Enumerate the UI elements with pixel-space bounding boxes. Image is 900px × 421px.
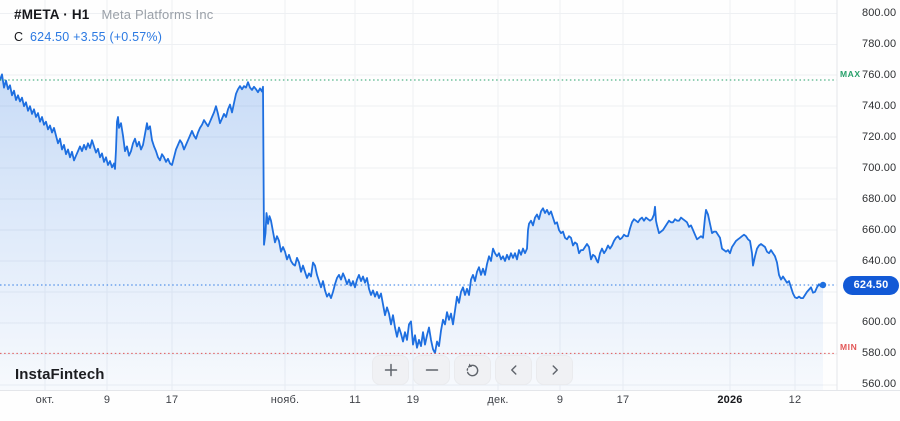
price-axis-label: 700.00	[862, 161, 897, 174]
max-level-label: MAX	[840, 69, 861, 80]
price-axis-label: 580.00	[862, 347, 897, 360]
time-axis-label: дек.	[487, 394, 509, 406]
brand-watermark: InstaFintech	[15, 366, 105, 383]
quote-price-change: 624.50 +3.55 (+0.57%)	[30, 29, 163, 44]
time-axis-label: 2026	[717, 394, 743, 406]
price-area-fill	[0, 74, 823, 391]
chevron-right-icon	[552, 365, 558, 375]
price-axis-label: 800.00	[862, 6, 897, 19]
price-axis-label: 680.00	[862, 192, 897, 205]
price-axis-label: 640.00	[862, 254, 897, 267]
price-line	[0, 73, 824, 354]
time-axis-label: 19	[406, 394, 420, 406]
time-axis-label: 12	[788, 394, 802, 406]
price-axis-label: 560.00	[862, 378, 897, 391]
minus-icon	[425, 369, 438, 371]
last-price-dot	[819, 281, 827, 289]
time-axis-label: окт.	[35, 394, 55, 406]
time-axis-label: 11	[349, 394, 361, 406]
zoom-out-button[interactable]	[413, 355, 450, 385]
price-axis-label: 740.00	[862, 99, 897, 112]
scroll-left-button[interactable]	[495, 355, 532, 385]
reset-refresh-icon	[466, 363, 479, 376]
plus-icon	[384, 363, 397, 377]
time-axis-label: 17	[616, 394, 630, 406]
time-axis-label: 9	[103, 394, 111, 406]
quote-close-prefix: C	[14, 29, 24, 44]
instrument-header: #META · H1 Meta Platforms Inc C 624.50 +…	[14, 8, 213, 43]
min-level-label: MIN	[840, 342, 858, 353]
current-price-badge: 624.50	[843, 275, 899, 295]
chevron-left-icon	[510, 365, 516, 375]
instrument-symbol[interactable]: #META · H1	[14, 7, 90, 22]
scroll-right-button[interactable]	[536, 355, 573, 385]
price-axis-label: 600.00	[862, 316, 897, 329]
time-axis-label: нояб.	[270, 394, 300, 406]
instrument-company-name: Meta Platforms Inc	[101, 7, 214, 22]
time-axis-label: 9	[556, 394, 564, 406]
zoom-in-button[interactable]	[372, 355, 409, 385]
price-axis-label: 720.00	[862, 130, 897, 143]
price-axis-label: 780.00	[862, 37, 897, 50]
reset-view-button[interactable]	[454, 355, 491, 385]
chart-toolbar	[372, 355, 573, 385]
price-axis-label: 760.00	[862, 68, 897, 81]
price-axis-label: 660.00	[862, 223, 897, 236]
time-axis-label: 17	[165, 394, 179, 406]
